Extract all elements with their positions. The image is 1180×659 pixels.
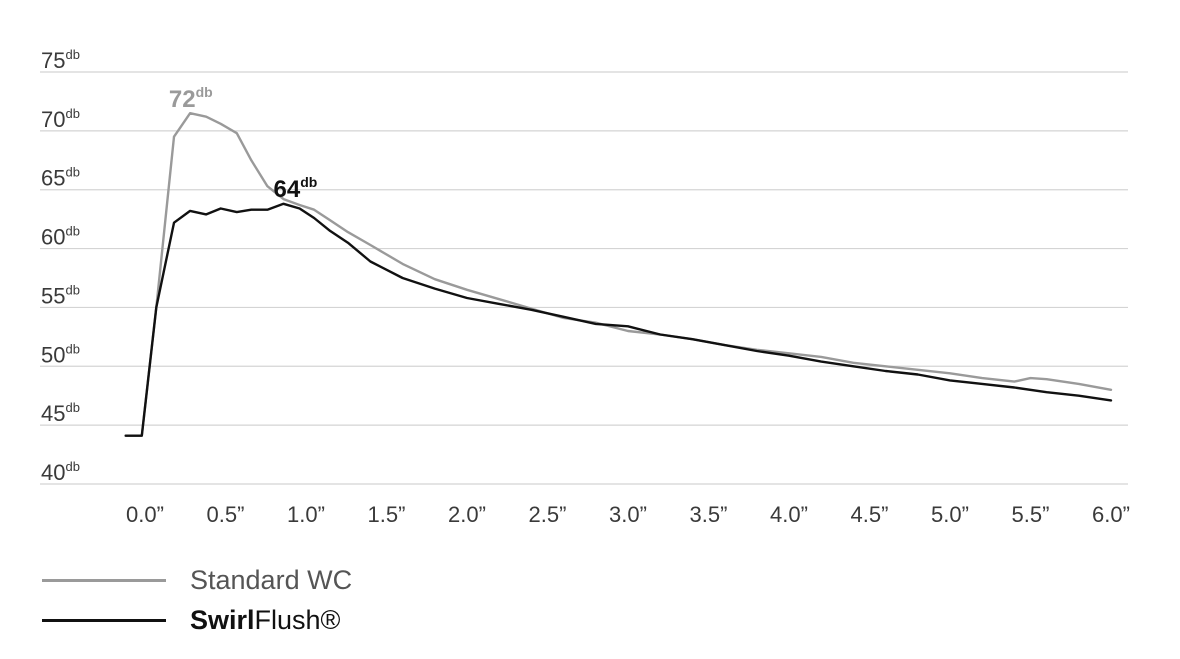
y-tick-unit: db: [65, 400, 79, 415]
y-tick-label-40: 40db: [41, 459, 80, 485]
y-tick-unit: db: [65, 282, 79, 297]
legend-swatch-swirlflush: [42, 618, 166, 622]
y-tick-label-75: 75db: [41, 47, 80, 73]
legend-label-standard-wc: Standard WC: [190, 564, 353, 595]
x-tick-label: 6.0”: [1092, 502, 1130, 527]
x-tick-label: 5.0”: [931, 502, 969, 527]
y-tick-unit: db: [65, 224, 79, 239]
x-tick-label: 2.5”: [529, 502, 567, 527]
x-tick-label: 3.0”: [609, 502, 647, 527]
y-tick-label-50: 50db: [41, 341, 80, 367]
y-tick-label-70: 70db: [41, 106, 80, 132]
series-line-standard-wc: [124, 111, 1113, 437]
y-tick-label-55: 55db: [41, 282, 80, 308]
peak-value: 72: [169, 86, 196, 113]
x-tick-label: 4.0”: [770, 502, 808, 527]
x-tick-label: 1.0”: [287, 502, 325, 527]
series-line-swirlflush: [124, 202, 1113, 437]
y-tick-label-45: 45db: [41, 400, 80, 426]
y-tick-unit: db: [65, 47, 79, 62]
x-tick-label: 0.5”: [207, 502, 245, 527]
x-tick-label: 4.5”: [851, 502, 889, 527]
y-tick-value: 40: [41, 460, 65, 485]
x-tick-label: 3.5”: [690, 502, 728, 527]
peak-unit: db: [300, 174, 317, 190]
y-tick-unit: db: [65, 165, 79, 180]
y-tick-value: 45: [41, 401, 65, 426]
legend-label-swirlflush-rest: Flush®: [254, 604, 341, 635]
x-tick-label: 1.5”: [368, 502, 406, 527]
x-tick-label: 2.0”: [448, 502, 486, 527]
peak-annotation: 72db: [169, 84, 213, 113]
y-tick-unit: db: [65, 341, 79, 356]
series-lines: [124, 111, 1113, 437]
gridlines: [40, 71, 1128, 485]
x-tick-label: 5.5”: [1012, 502, 1050, 527]
y-tick-label-60: 60db: [41, 224, 80, 250]
legend-item-standard-wc: Standard WC: [42, 560, 442, 600]
y-tick-unit: db: [65, 459, 79, 474]
peak-value: 64: [274, 176, 301, 203]
legend: Standard WC SwirlFlush®: [42, 560, 442, 640]
legend-item-swirlflush: SwirlFlush®: [42, 600, 442, 640]
y-tick-value: 55: [41, 283, 65, 308]
y-tick-value: 60: [41, 225, 65, 250]
y-tick-unit: db: [65, 106, 79, 121]
legend-label-swirlflush-bold: Swirl: [190, 604, 255, 635]
y-tick-label-65: 65db: [41, 165, 80, 191]
y-tick-value: 75: [41, 48, 65, 73]
y-tick-value: 70: [41, 107, 65, 132]
y-tick-value: 50: [41, 342, 65, 367]
x-axis-ticks: 0.0” 0.5” 1.0” 1.5” 2.0” 2.5” 3.0” 3.5” 4.0” 4.5”…: [126, 502, 1130, 527]
y-tick-value: 65: [41, 166, 65, 191]
peak-unit: db: [196, 84, 213, 100]
legend-label-swirlflush: SwirlFlush®: [190, 605, 340, 636]
peak-annotation: 64db: [274, 174, 318, 203]
x-tick-label: 0.0”: [126, 502, 164, 527]
legend-swatch-standard-wc: [42, 578, 166, 582]
